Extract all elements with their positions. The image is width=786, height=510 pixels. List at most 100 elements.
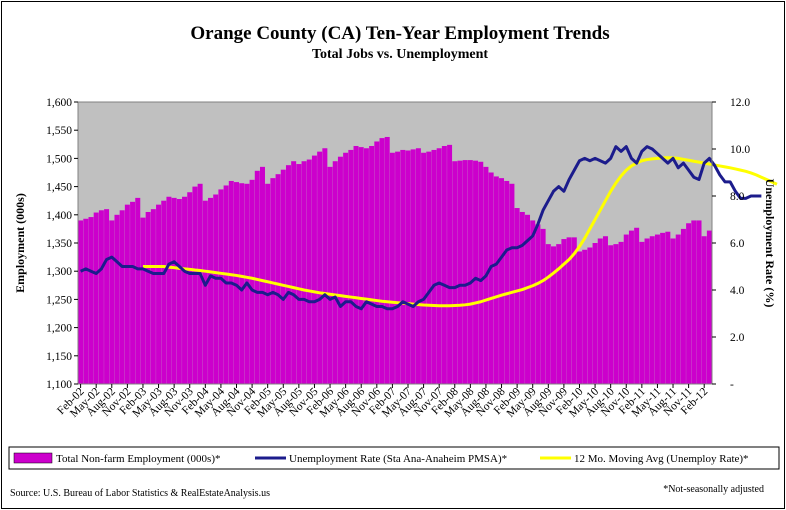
left-tick-label: 1,500 xyxy=(46,153,72,165)
employment-bar xyxy=(530,220,536,384)
employment-bar xyxy=(649,236,655,384)
right-tick-label: 12.0 xyxy=(730,97,750,109)
employment-bar xyxy=(176,199,182,384)
legend-label-moving-avg: 12 Mo. Moving Avg (Unemploy Rate)* xyxy=(574,453,749,465)
employment-bar xyxy=(592,243,598,384)
employment-bar xyxy=(680,228,686,384)
employment-bar xyxy=(374,141,380,384)
x-axis-ticks: Feb-02May-02Aug-02Nov-02Feb-03May-03Aug-… xyxy=(55,384,710,420)
line-series xyxy=(79,145,778,311)
employment-bar xyxy=(441,145,447,384)
employment-bar xyxy=(259,166,265,384)
employment-bar xyxy=(145,211,151,384)
employment-bar xyxy=(436,148,442,384)
employment-bar xyxy=(504,180,510,384)
employment-bar xyxy=(457,160,463,384)
employment-bar xyxy=(93,212,99,384)
employment-bar xyxy=(551,246,556,384)
left-tick-label: 1,400 xyxy=(46,210,72,222)
left-axis-ticks: 1,100 1,150 1,200 1,250 1,300 1,350 1,400 1,450… xyxy=(46,97,78,391)
employment-bar xyxy=(467,160,473,384)
right-axis-ticks: - 2.0 4.0 6.0 8.0 10.0 12.0 xyxy=(712,97,750,391)
employment-bar xyxy=(478,161,484,384)
employment-bar xyxy=(296,164,302,384)
employment-bar xyxy=(337,156,343,384)
employment-bar xyxy=(265,183,271,384)
employment-bar xyxy=(576,251,582,384)
employment-bar xyxy=(540,228,546,384)
chart-subtitle: Total Jobs vs. Unemployment xyxy=(312,47,488,62)
employment-bar xyxy=(556,244,562,384)
employment-bar xyxy=(311,155,317,384)
employment-bar xyxy=(358,147,364,384)
employment-bar xyxy=(202,200,208,384)
legend-box xyxy=(8,446,780,470)
employment-bar xyxy=(410,149,416,384)
employment-bar xyxy=(421,152,427,384)
employment-bar xyxy=(317,151,323,384)
left-tick-label: 1,450 xyxy=(46,182,72,194)
left-tick-label: 1,350 xyxy=(46,238,72,250)
employment-bar xyxy=(597,238,603,384)
employment-bar xyxy=(571,237,577,384)
legend: Total Non-farm Employment (000s)* Unempl… xyxy=(8,446,780,470)
employment-bar xyxy=(301,161,307,384)
employment-bar xyxy=(98,210,104,384)
employment-bar xyxy=(608,245,614,384)
employment-bar xyxy=(140,217,146,384)
employment-bar xyxy=(223,185,229,384)
employment-bar xyxy=(447,144,453,384)
right-tick-label: 2.0 xyxy=(730,332,745,344)
employment-bar xyxy=(691,220,697,384)
employment-bar xyxy=(519,211,525,384)
employment-bar xyxy=(686,223,692,384)
employment-bar xyxy=(285,165,291,384)
employment-bar xyxy=(670,238,676,384)
employment-bar xyxy=(618,241,624,384)
employment-bar xyxy=(701,236,707,384)
left-tick-label: 1,250 xyxy=(46,294,72,306)
employment-bar xyxy=(218,189,224,384)
employment-bar xyxy=(234,182,239,384)
employment-bar xyxy=(639,241,645,384)
employment-bar xyxy=(332,161,338,384)
employment-bar xyxy=(473,160,479,384)
employment-bar xyxy=(249,179,255,384)
left-tick-label: 1,550 xyxy=(46,125,72,137)
employment-bar xyxy=(389,152,395,384)
employment-bar xyxy=(182,196,188,384)
employment-bar xyxy=(706,230,712,384)
left-tick-label: 1,300 xyxy=(46,266,72,278)
employment-bar xyxy=(156,204,162,384)
employment-bar xyxy=(254,170,260,384)
employment-bar xyxy=(384,136,390,384)
employment-bar xyxy=(426,151,432,384)
employment-bar xyxy=(509,183,515,384)
employment-bar xyxy=(665,231,671,384)
employment-bar xyxy=(353,145,359,384)
left-tick-label: 1,200 xyxy=(46,323,72,335)
employment-bar xyxy=(675,234,681,384)
employment-bar xyxy=(135,197,141,384)
employment-bar xyxy=(545,244,551,384)
employment-bar xyxy=(208,197,214,384)
moving-average-line xyxy=(142,156,778,308)
legend-label-unemployment: Unemployment Rate (Sta Ana-Anaheim PMSA)… xyxy=(289,453,507,465)
employment-bar xyxy=(348,149,354,384)
employment-bar xyxy=(369,145,375,384)
employment-bar xyxy=(280,169,286,384)
employment-bar xyxy=(493,176,499,384)
right-tick-label: 10.0 xyxy=(730,144,750,156)
employment-bar xyxy=(582,249,588,384)
employment-bar xyxy=(275,174,281,384)
legend-swatch-employment xyxy=(13,452,53,464)
right-tick-label: 8.0 xyxy=(730,191,745,203)
employment-bar xyxy=(415,148,421,384)
employment-bar xyxy=(78,220,84,384)
employment-bar xyxy=(187,192,193,384)
employment-bar xyxy=(343,152,349,384)
employment-bar xyxy=(613,244,619,384)
unemployment-rate-line xyxy=(79,145,762,311)
employment-bar xyxy=(213,194,219,384)
source-note: Source: U.S. Bureau of Labor Statistics … xyxy=(10,488,270,499)
